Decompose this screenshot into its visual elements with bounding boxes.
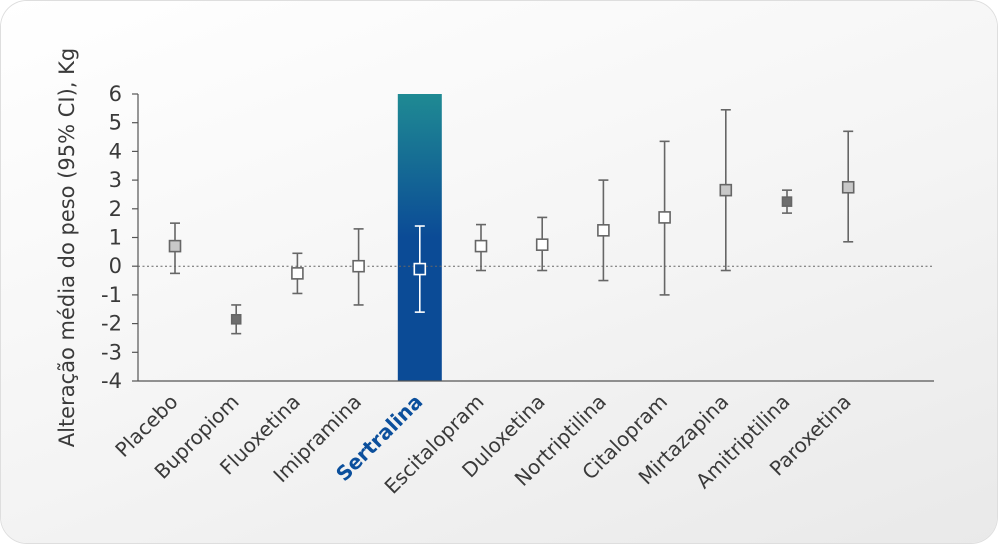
data-point-marker: [230, 313, 242, 325]
data-point-marker: [535, 238, 549, 251]
data-point-marker: [291, 267, 304, 280]
data-layer: [168, 108, 855, 335]
y-tick-label: 6: [109, 82, 122, 106]
y-tick-label: 4: [109, 139, 122, 163]
data-point-marker: [168, 239, 182, 253]
y-tick-label: 1: [109, 226, 122, 250]
data-point-marker: [658, 211, 671, 224]
data-point-marker: [352, 259, 365, 273]
y-tick-label: -1: [101, 283, 122, 307]
data-point-marker: [474, 239, 488, 253]
y-tick-label: 3: [109, 168, 122, 192]
data-point-marker: [597, 224, 610, 237]
data-point-marker: [841, 180, 855, 194]
data-point-marker: [719, 183, 733, 197]
y-tick-label: 0: [109, 254, 122, 278]
y-tick-label: 2: [109, 197, 122, 221]
y-tick-label: -4: [101, 369, 122, 393]
y-tick-label: -3: [101, 340, 122, 364]
y-tick-label: 5: [109, 111, 122, 135]
axes: 6 5 4 3 2 1 0 -1 -2 -3 -4: [101, 82, 934, 393]
category-label-layer: PlaceboBupropiomFluoxetinaImipraminaSert…: [110, 390, 855, 499]
data-point-marker: [413, 262, 427, 276]
y-tick-label: -2: [101, 312, 122, 336]
y-axis-title: Alteração média do peso (95% CI), Kg: [55, 48, 79, 448]
data-point-marker: [781, 196, 793, 207]
